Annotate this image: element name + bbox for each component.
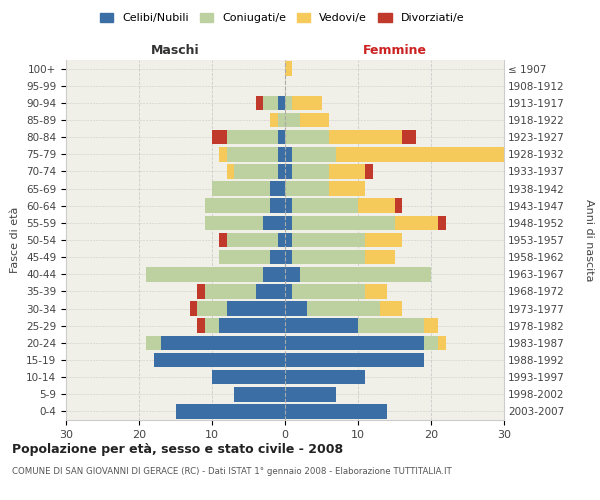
Bar xyxy=(365,250,395,264)
Bar xyxy=(212,370,285,384)
Bar xyxy=(190,302,197,316)
Bar xyxy=(292,232,365,248)
Bar xyxy=(227,164,234,178)
Bar xyxy=(395,216,438,230)
Bar xyxy=(146,336,161,350)
Bar xyxy=(278,164,285,178)
Bar xyxy=(285,352,424,368)
Bar xyxy=(365,232,402,248)
Bar xyxy=(278,232,285,248)
Bar xyxy=(271,250,285,264)
Bar xyxy=(292,198,358,213)
Bar xyxy=(278,112,285,128)
Bar xyxy=(292,164,329,178)
Bar xyxy=(205,318,220,333)
Bar xyxy=(227,130,278,144)
Bar xyxy=(285,164,292,178)
Bar xyxy=(212,130,227,144)
Bar xyxy=(424,336,439,350)
Bar xyxy=(227,302,285,316)
Bar xyxy=(292,216,395,230)
Bar xyxy=(285,302,307,316)
Bar xyxy=(197,302,227,316)
Bar xyxy=(263,267,285,281)
Bar xyxy=(176,404,285,418)
Bar xyxy=(256,284,285,298)
Bar xyxy=(205,284,256,298)
Bar xyxy=(285,147,292,162)
Bar xyxy=(285,267,299,281)
Bar xyxy=(329,164,365,178)
Bar xyxy=(271,112,278,128)
Bar xyxy=(285,250,292,264)
Bar xyxy=(227,232,278,248)
Bar xyxy=(285,182,329,196)
Bar xyxy=(197,284,205,298)
Text: Maschi: Maschi xyxy=(151,44,200,57)
Bar xyxy=(285,387,336,402)
Bar xyxy=(292,250,365,264)
Bar xyxy=(292,96,322,110)
Bar xyxy=(285,232,292,248)
Bar xyxy=(205,216,263,230)
Bar xyxy=(263,216,285,230)
Bar xyxy=(220,318,285,333)
Bar xyxy=(292,147,336,162)
Bar xyxy=(205,198,271,213)
Bar xyxy=(285,370,365,384)
Bar xyxy=(365,164,373,178)
Bar xyxy=(402,130,416,144)
Bar xyxy=(285,96,292,110)
Y-axis label: Anni di nascita: Anni di nascita xyxy=(584,198,595,281)
Bar xyxy=(212,182,271,196)
Bar xyxy=(424,318,439,333)
Bar xyxy=(299,267,431,281)
Bar xyxy=(278,96,285,110)
Bar xyxy=(256,96,263,110)
Text: Popolazione per età, sesso e stato civile - 2008: Popolazione per età, sesso e stato civil… xyxy=(12,442,343,456)
Bar xyxy=(329,130,402,144)
Bar xyxy=(395,198,402,213)
Bar xyxy=(234,164,278,178)
Bar xyxy=(329,182,365,196)
Bar xyxy=(161,336,285,350)
Bar xyxy=(220,147,227,162)
Legend: Celibi/Nubili, Coniugati/e, Vedovi/e, Divorziati/e: Celibi/Nubili, Coniugati/e, Vedovi/e, Di… xyxy=(95,8,469,28)
Bar xyxy=(285,404,387,418)
Bar xyxy=(380,302,402,316)
Bar xyxy=(220,232,227,248)
Bar xyxy=(307,302,380,316)
Bar xyxy=(358,318,424,333)
Bar xyxy=(285,130,329,144)
Bar xyxy=(292,284,365,298)
Bar xyxy=(299,112,329,128)
Bar xyxy=(285,216,292,230)
Bar xyxy=(438,216,446,230)
Bar xyxy=(278,130,285,144)
Text: COMUNE DI SAN GIOVANNI DI GERACE (RC) - Dati ISTAT 1° gennaio 2008 - Elaborazion: COMUNE DI SAN GIOVANNI DI GERACE (RC) - … xyxy=(12,468,452,476)
Bar xyxy=(154,352,285,368)
Bar xyxy=(285,112,299,128)
Bar xyxy=(227,147,278,162)
Bar xyxy=(271,182,285,196)
Bar xyxy=(234,387,285,402)
Bar xyxy=(285,318,358,333)
Text: Femmine: Femmine xyxy=(362,44,427,57)
Bar xyxy=(197,318,205,333)
Y-axis label: Fasce di età: Fasce di età xyxy=(10,207,20,273)
Bar xyxy=(263,96,278,110)
Bar xyxy=(271,198,285,213)
Bar xyxy=(285,198,292,213)
Bar xyxy=(285,62,292,76)
Bar xyxy=(358,198,395,213)
Bar xyxy=(146,267,263,281)
Bar xyxy=(278,147,285,162)
Bar xyxy=(336,147,526,162)
Bar xyxy=(285,336,424,350)
Bar xyxy=(285,284,292,298)
Bar xyxy=(219,250,271,264)
Bar xyxy=(365,284,387,298)
Bar xyxy=(438,336,446,350)
